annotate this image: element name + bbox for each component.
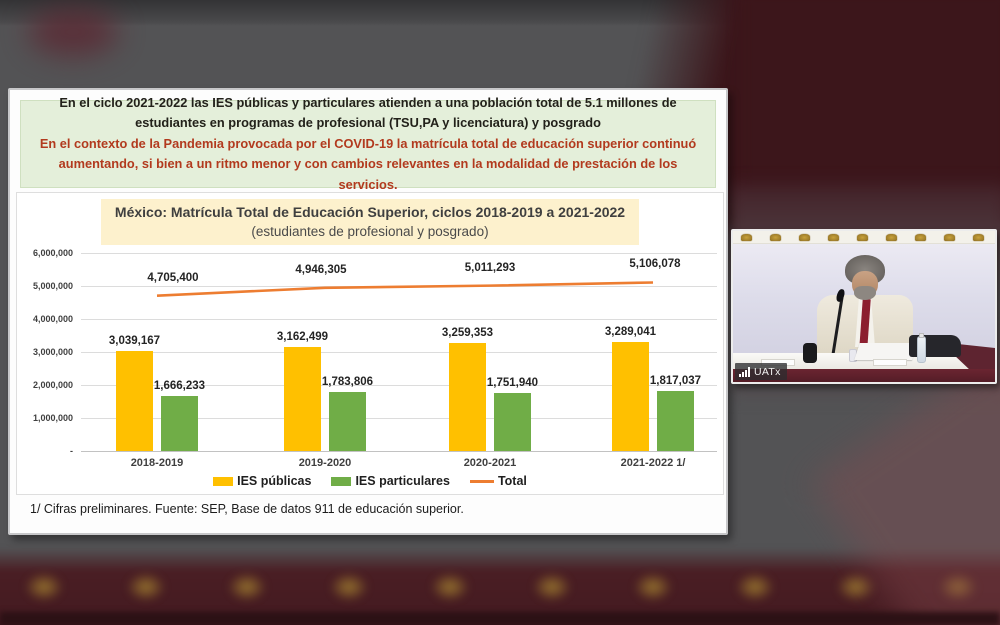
bar-value-label: 3,289,041 — [604, 326, 657, 338]
bar-publicas-2019-2020 — [284, 347, 321, 451]
speaker-video-tile[interactable]: UATx — [731, 229, 997, 384]
legend-label: IES particulares — [355, 474, 450, 488]
chart-title: México: Matrícula Total de Educación Sup… — [114, 204, 626, 220]
bar-publicas-2020-2021 — [449, 343, 486, 451]
frieze-emblem-icon — [741, 234, 752, 241]
portable-speaker — [803, 343, 817, 363]
background-gold-blob — [633, 572, 673, 602]
legend-item: IES particulares — [331, 474, 450, 488]
legend-label: IES públicas — [237, 474, 312, 488]
frieze-emblem-icon — [944, 234, 955, 241]
gridline — [81, 352, 717, 353]
x-axis-label: 2019-2020 — [298, 457, 352, 469]
headline-text-primary: En el ciclo 2021-2022 las IES públicas y… — [59, 94, 677, 131]
gridline — [81, 385, 717, 386]
frieze-emblem-icon — [828, 234, 839, 241]
background-gold-blob — [836, 572, 876, 602]
background-gold-blob — [937, 572, 978, 602]
x-axis-label: 2021-2022 1/ — [620, 457, 686, 469]
chart-card: México: Matrícula Total de Educación Sup… — [16, 192, 724, 495]
frieze-emblem-icon — [973, 234, 984, 241]
bar-particulares-2021-2022 1/ — [657, 391, 694, 451]
y-axis-tick-label: 5,000,000 — [32, 281, 73, 291]
x-axis-label: 2020-2021 — [463, 457, 517, 469]
x-axis-label: 2018-2019 — [130, 457, 184, 469]
name-card — [873, 359, 907, 366]
chart-title-box: México: Matrícula Total de Educación Sup… — [100, 199, 640, 246]
y-axis-tick-label: 2,000,000 — [32, 380, 73, 390]
total-value-label: 5,106,078 — [629, 258, 681, 271]
station-badge: UATx — [735, 363, 787, 380]
frieze-emblem-icon — [799, 234, 810, 241]
frieze-emblem-icon — [886, 234, 897, 241]
legend-swatch-icon — [469, 479, 494, 483]
gridline — [81, 418, 717, 419]
speaker-beard — [854, 286, 876, 300]
legend-label: Total — [497, 474, 527, 488]
bar-value-label: 3,039,167 — [108, 335, 161, 347]
frieze-emblem-icon — [857, 234, 868, 241]
water-bottle-cap — [919, 333, 924, 338]
headline-text-secondary: En el contexto de la Pandemia provocada … — [39, 135, 697, 192]
legend-swatch-icon — [331, 476, 352, 486]
background-gold-blob — [328, 572, 369, 602]
total-line — [156, 281, 654, 298]
chart-plot-area: - 1,000,000 2,000,000 3,000,000 4,000,000 5,0… — [17, 193, 725, 496]
headline-box: En el ciclo 2021-2022 las IES públicas y… — [20, 95, 716, 192]
bar-value-label: 1,751,940 — [486, 377, 539, 389]
y-axis-tick-label: 6,000,000 — [32, 248, 73, 258]
background-gold-blob — [24, 572, 64, 602]
total-value-label: 5,011,293 — [464, 261, 516, 274]
signal-bars-icon — [739, 366, 750, 377]
y-axis-tick-label: 3,000,000 — [32, 347, 73, 357]
total-value-label: 4,946,305 — [295, 263, 347, 276]
chart-legend: IES públicas IES particulares Total — [17, 474, 723, 488]
gridline — [81, 253, 717, 254]
background-gold-blob — [125, 572, 166, 602]
background-gold-blob — [531, 572, 572, 602]
bar-value-label: 1,666,233 — [153, 380, 206, 392]
background-red-blob — [28, 8, 118, 56]
legend-item: Total — [469, 474, 527, 488]
bar-value-label: 3,259,353 — [441, 327, 494, 339]
table-skirt — [733, 369, 995, 382]
frieze-emblem-icon — [770, 234, 781, 241]
bar-particulares-2019-2020 — [329, 392, 366, 451]
legend-swatch-icon — [213, 476, 234, 486]
bar-particulares-2020-2021 — [494, 393, 531, 451]
legend-item: IES públicas — [213, 474, 311, 488]
bar-publicas-2018-2019 — [116, 351, 153, 451]
total-value-label: 4,705,400 — [147, 271, 199, 284]
bar-value-label: 1,783,806 — [321, 376, 374, 388]
y-axis-tick-label: 1,000,000 — [32, 413, 73, 423]
background-bottom-edge — [0, 612, 1000, 625]
slide-panel: En el ciclo 2021-2022 las IES públicas y… — [8, 88, 728, 535]
background-gold-blob — [430, 572, 470, 602]
water-bottle — [917, 336, 926, 363]
station-label: UATx — [754, 365, 781, 378]
y-axis-tick-label: 4,000,000 — [32, 314, 73, 324]
chart-title-wrap: México: Matrícula Total de Educación Sup… — [17, 199, 723, 246]
slide-footnote: 1/ Cifras preliminares. Fuente: SEP, Bas… — [30, 502, 464, 516]
bar-value-label: 1,817,037 — [649, 375, 702, 387]
wall-frieze — [733, 231, 995, 244]
chart-subtitle: (estudiantes de profesional y posgrado) — [251, 223, 489, 239]
frieze-emblem-icon — [915, 234, 926, 241]
background-gold-blob — [734, 572, 775, 602]
background-maroon-right — [740, 0, 1000, 205]
y-axis-tick-label: - — [70, 446, 73, 456]
bar-publicas-2021-2022 1/ — [612, 342, 649, 451]
bar-particulares-2018-2019 — [161, 396, 198, 451]
bar-value-label: 3,162,499 — [276, 331, 329, 343]
gridline — [81, 451, 717, 452]
background-gold-blob — [227, 572, 267, 602]
gridline — [81, 319, 717, 320]
